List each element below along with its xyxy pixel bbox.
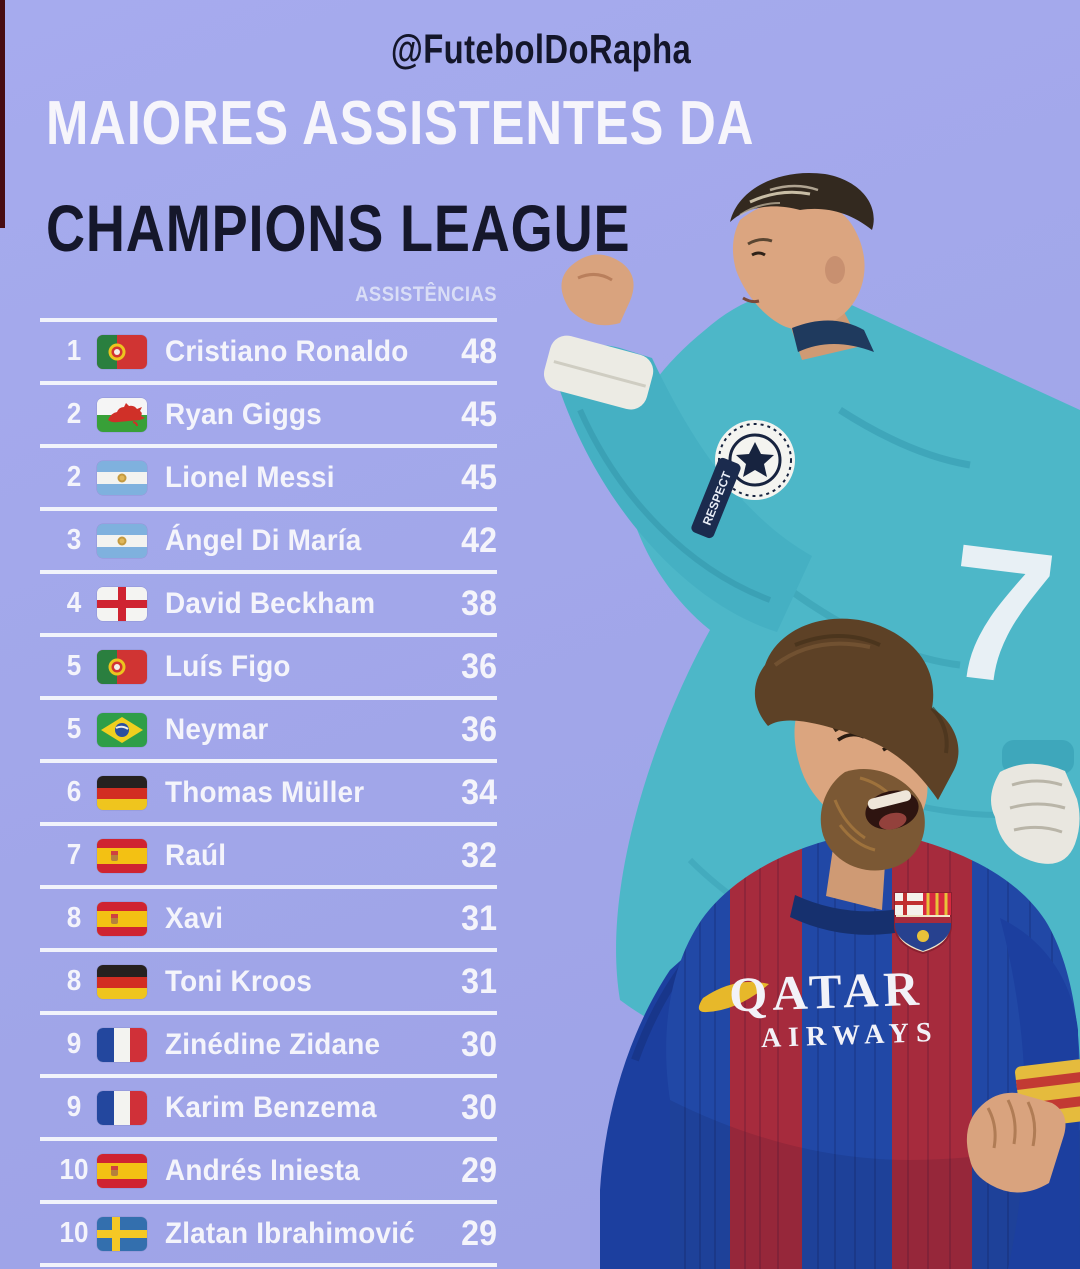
player-name: Cristiano Ronaldo xyxy=(165,335,409,368)
assists-value: 29 xyxy=(461,1151,497,1190)
argentina-flag-icon xyxy=(97,524,147,558)
player-name: Luís Figo xyxy=(165,650,291,683)
spain-flag-icon xyxy=(97,1154,147,1188)
player-name: David Beckham xyxy=(165,587,376,620)
row-rank: 8 xyxy=(66,965,82,997)
row-rank: 9 xyxy=(66,1091,82,1123)
assists-column-header: ASSISTÊNCIAS xyxy=(355,283,497,306)
france-flag-icon xyxy=(97,1091,147,1125)
spain-flag-icon xyxy=(97,902,147,936)
page-title-line1: MAIORES ASSISTENTES DA xyxy=(46,89,755,158)
assists-value: 38 xyxy=(461,584,497,623)
france-flag-icon xyxy=(97,1028,147,1062)
player-name: Andrés Iniesta xyxy=(165,1154,360,1187)
table-row: 1 Cristiano Ronaldo 48 xyxy=(40,318,497,381)
player-name: Toni Kroos xyxy=(165,965,313,998)
portugal-flag-icon xyxy=(97,335,147,369)
table-row: 10 Zlatan Ibrahimović 29 xyxy=(40,1200,497,1263)
row-rank: 10 xyxy=(59,1154,89,1186)
table-row: 5 Luís Figo 36 xyxy=(40,633,497,696)
assists-table-rows: 1 Cristiano Ronaldo 48 2 Ryan Giggs 45 2… xyxy=(40,318,497,1263)
assists-value: 36 xyxy=(461,710,497,749)
row-rank: 3 xyxy=(66,524,82,556)
row-rank: 9 xyxy=(66,1028,82,1060)
table-bottom-divider xyxy=(40,1263,497,1267)
row-rank: 8 xyxy=(66,902,82,934)
assists-value: 34 xyxy=(461,773,497,812)
argentina-flag-icon xyxy=(97,461,147,495)
wales-flag-icon xyxy=(97,398,147,432)
assists-value: 30 xyxy=(461,1025,497,1064)
table-row: 9 Zinédine Zidane 30 xyxy=(40,1011,497,1074)
player-name: Ryan Giggs xyxy=(165,398,322,431)
row-rank: 2 xyxy=(66,398,82,430)
assists-value: 30 xyxy=(461,1088,497,1127)
assists-value: 42 xyxy=(461,521,497,560)
assists-table: 1 Cristiano Ronaldo 48 2 Ryan Giggs 45 2… xyxy=(40,318,497,1267)
table-row: 2 Ryan Giggs 45 xyxy=(40,381,497,444)
table-row: 3 Ángel Di María 42 xyxy=(40,507,497,570)
messi-sponsor-qatar: QATAR xyxy=(728,961,924,1023)
player-name: Zlatan Ibrahimović xyxy=(165,1217,415,1250)
left-accent-strip xyxy=(0,0,5,228)
assists-value: 31 xyxy=(461,899,497,938)
sweden-flag-icon xyxy=(97,1217,147,1251)
assists-value: 32 xyxy=(461,836,497,875)
assists-value: 29 xyxy=(461,1214,497,1253)
portugal-flag-icon xyxy=(97,650,147,684)
assists-value: 31 xyxy=(461,962,497,1001)
players-photo: RESPECT 7 xyxy=(543,172,1080,1269)
germany-flag-icon xyxy=(97,776,147,810)
row-rank: 1 xyxy=(66,335,82,367)
table-row: 10 Andrés Iniesta 29 xyxy=(40,1137,497,1200)
brazil-flag-icon xyxy=(97,713,147,747)
row-rank: 5 xyxy=(66,713,82,745)
table-row: 2 Lionel Messi 45 xyxy=(40,444,497,507)
player-name: Raúl xyxy=(165,839,227,872)
row-rank: 10 xyxy=(59,1217,89,1249)
germany-flag-icon xyxy=(97,965,147,999)
row-rank: 4 xyxy=(66,587,82,619)
player-name: Karim Benzema xyxy=(165,1091,377,1124)
table-row: 6 Thomas Müller 34 xyxy=(40,759,497,822)
row-rank: 5 xyxy=(66,650,82,682)
messi-sponsor-airways: AIRWAYS xyxy=(760,1017,939,1054)
author-handle: @FutebolDoRapha xyxy=(390,26,692,72)
player-name: Ángel Di María xyxy=(165,524,362,557)
player-name: Lionel Messi xyxy=(165,461,335,494)
table-row: 9 Karim Benzema 30 xyxy=(40,1074,497,1137)
barcelona-crest-icon xyxy=(894,892,952,955)
player-name: Neymar xyxy=(165,713,269,746)
wrist-tape xyxy=(543,335,654,410)
table-row: 5 Neymar 36 xyxy=(40,696,497,759)
row-rank: 2 xyxy=(66,461,82,493)
assists-value: 45 xyxy=(461,395,497,434)
england-flag-icon xyxy=(97,587,147,621)
nike-swoosh-icon xyxy=(698,981,769,1013)
table-row: 7 Raúl 32 xyxy=(40,822,497,885)
assists-value: 45 xyxy=(461,458,497,497)
row-rank: 7 xyxy=(66,839,82,871)
messi-photo: QATAR AIRWAYS xyxy=(600,618,1080,1269)
assists-value: 36 xyxy=(461,647,497,686)
table-row: 8 Xavi 31 xyxy=(40,885,497,948)
player-name: Zinédine Zidane xyxy=(165,1028,381,1061)
player-name: Xavi xyxy=(165,902,224,935)
row-rank: 6 xyxy=(66,776,82,808)
ronaldo-shirt-number: 7 xyxy=(935,504,1066,727)
assists-value: 48 xyxy=(461,332,497,371)
table-row: 4 David Beckham 38 xyxy=(40,570,497,633)
spain-flag-icon xyxy=(97,839,147,873)
page-title-line2: CHAMPIONS LEAGUE xyxy=(46,191,631,265)
table-row: 8 Toni Kroos 31 xyxy=(40,948,497,1011)
player-name: Thomas Müller xyxy=(165,776,365,809)
